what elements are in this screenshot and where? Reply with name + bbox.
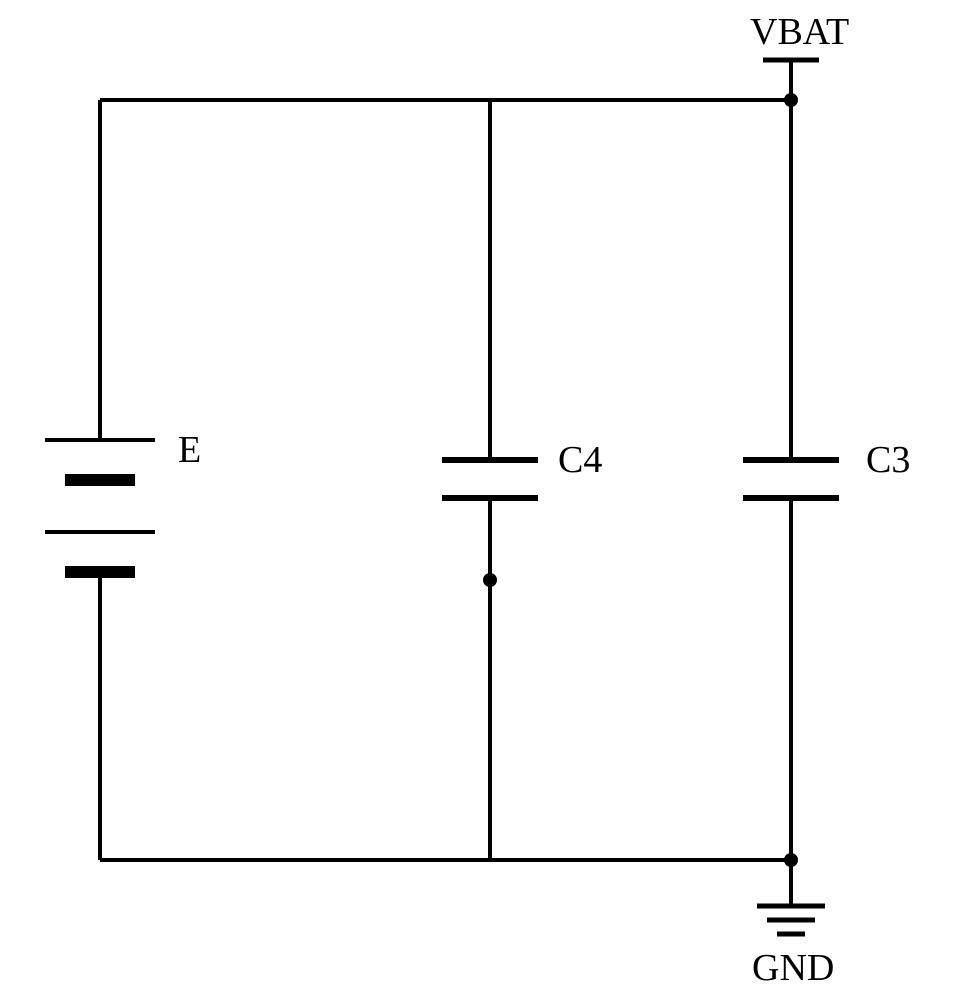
label-battery-e: E bbox=[178, 428, 201, 472]
junction-c4-lower bbox=[483, 573, 497, 587]
label-c4: C4 bbox=[558, 438, 602, 482]
label-gnd: GND bbox=[752, 946, 834, 990]
junction-top-right bbox=[784, 93, 798, 107]
label-c3: C3 bbox=[866, 438, 910, 482]
label-vbat: VBAT bbox=[750, 10, 849, 54]
circuit-diagram bbox=[0, 0, 956, 1000]
